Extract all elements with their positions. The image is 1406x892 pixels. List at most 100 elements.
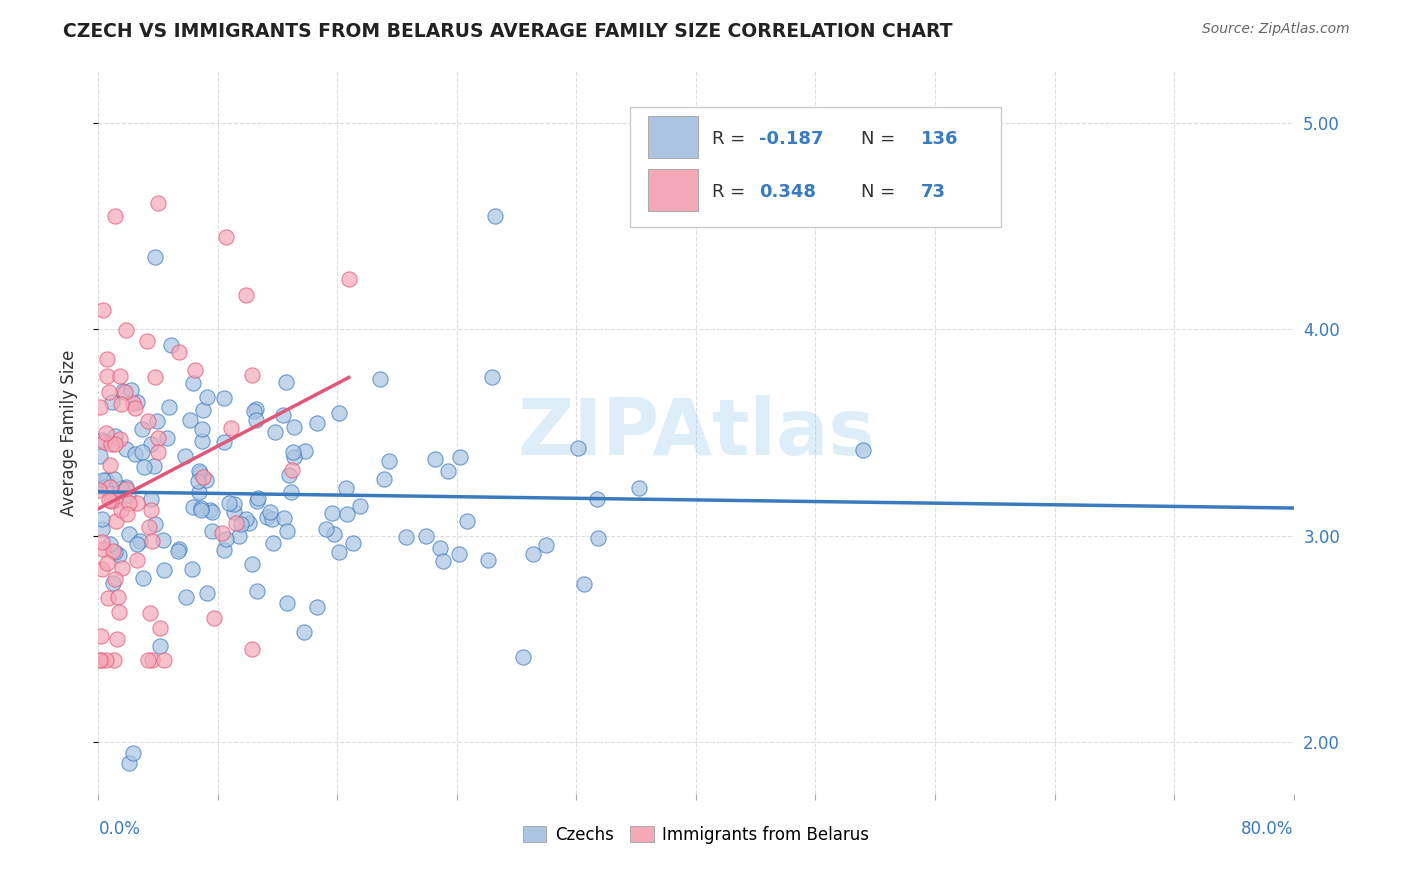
Czechs [437,464,460,478]
Czechs [181,500,204,515]
Immigrants from Belarus [101,544,124,558]
Immigrants from Belarus [98,384,121,399]
Czechs [415,529,437,543]
Immigrants from Belarus [110,503,132,517]
Czechs [111,384,134,398]
Immigrants from Belarus [152,653,174,667]
Immigrants from Belarus [118,496,141,510]
Czechs [281,445,304,459]
Czechs [852,442,875,457]
Immigrants from Belarus [104,436,127,450]
Czechs [321,506,343,520]
Czechs [328,406,350,420]
Immigrants from Belarus [89,653,111,667]
Czechs [335,482,357,496]
Immigrants from Belarus [96,653,118,667]
Czechs [246,494,269,508]
Immigrants from Belarus [141,533,163,548]
Immigrants from Belarus [100,493,122,508]
Czechs [174,590,197,604]
Czechs [134,459,156,474]
Immigrants from Belarus [98,493,121,508]
Text: ZIPAtlas: ZIPAtlas [517,394,875,471]
Czechs [292,624,315,639]
Immigrants from Belarus [107,591,129,605]
Czechs [125,395,148,409]
Immigrants from Belarus [337,271,360,285]
Immigrants from Belarus [104,572,127,586]
Text: 73: 73 [921,183,946,201]
Czechs [174,449,197,463]
Czechs [187,484,209,499]
Immigrants from Belarus [122,396,145,410]
Immigrants from Belarus [110,397,132,411]
Czechs [118,527,141,541]
Czechs [586,491,609,506]
Immigrants from Belarus [105,632,128,646]
Immigrants from Belarus [98,458,121,473]
Immigrants from Belarus [100,437,122,451]
Immigrants from Belarus [141,653,163,667]
Czechs [283,450,305,465]
Immigrants from Belarus [183,363,205,377]
Czechs [534,538,557,552]
Czechs [322,526,344,541]
Czechs [143,459,166,474]
Czechs [190,422,212,436]
Czechs [132,571,155,585]
Czechs [201,524,224,538]
Czechs [262,535,284,549]
Immigrants from Belarus [96,351,118,366]
Czechs [586,532,609,546]
Czechs [276,596,298,610]
Czechs [156,431,179,445]
Czechs [187,465,209,479]
FancyBboxPatch shape [630,108,1001,227]
Czechs [187,474,209,488]
Immigrants from Belarus [91,535,114,549]
Czechs [195,586,218,600]
Czechs [146,414,169,428]
Czechs [190,502,212,516]
Immigrants from Belarus [139,607,162,621]
Czechs [307,417,329,431]
Czechs [91,512,114,526]
Immigrants from Belarus [240,368,263,382]
Czechs [328,544,350,558]
Czechs [283,420,305,434]
Czechs [149,639,172,653]
Immigrants from Belarus [136,334,159,348]
Czechs [240,558,263,572]
Czechs [256,510,278,524]
Czechs [212,543,235,558]
Immigrants from Belarus [115,482,138,496]
Czechs [107,548,129,562]
Czechs [91,473,114,487]
Text: R =: R = [711,183,751,201]
Czechs [157,400,180,414]
Immigrants from Belarus [104,492,127,507]
Czechs [194,473,217,487]
Czechs [477,553,499,567]
Czechs [195,390,218,404]
Czechs [188,467,211,481]
Czechs [280,485,302,500]
Immigrants from Belarus [125,553,148,567]
Text: N =: N = [860,183,901,201]
Czechs [117,488,139,502]
Immigrants from Belarus [103,653,125,667]
Czechs [141,491,163,506]
Czechs [191,403,214,417]
Text: -0.187: -0.187 [759,129,824,147]
Czechs [377,454,399,468]
Text: 136: 136 [921,129,957,147]
Czechs [191,434,214,448]
Immigrants from Belarus [93,303,115,318]
Czechs [245,401,267,416]
Immigrants from Belarus [96,557,118,571]
Czechs [103,472,125,486]
Text: CZECH VS IMMIGRANTS FROM BELARUS AVERAGE FAMILY SIZE CORRELATION CHART: CZECH VS IMMIGRANTS FROM BELARUS AVERAGE… [63,22,953,41]
Immigrants from Belarus [143,370,166,384]
Czechs [222,505,245,519]
Czechs [124,447,146,461]
